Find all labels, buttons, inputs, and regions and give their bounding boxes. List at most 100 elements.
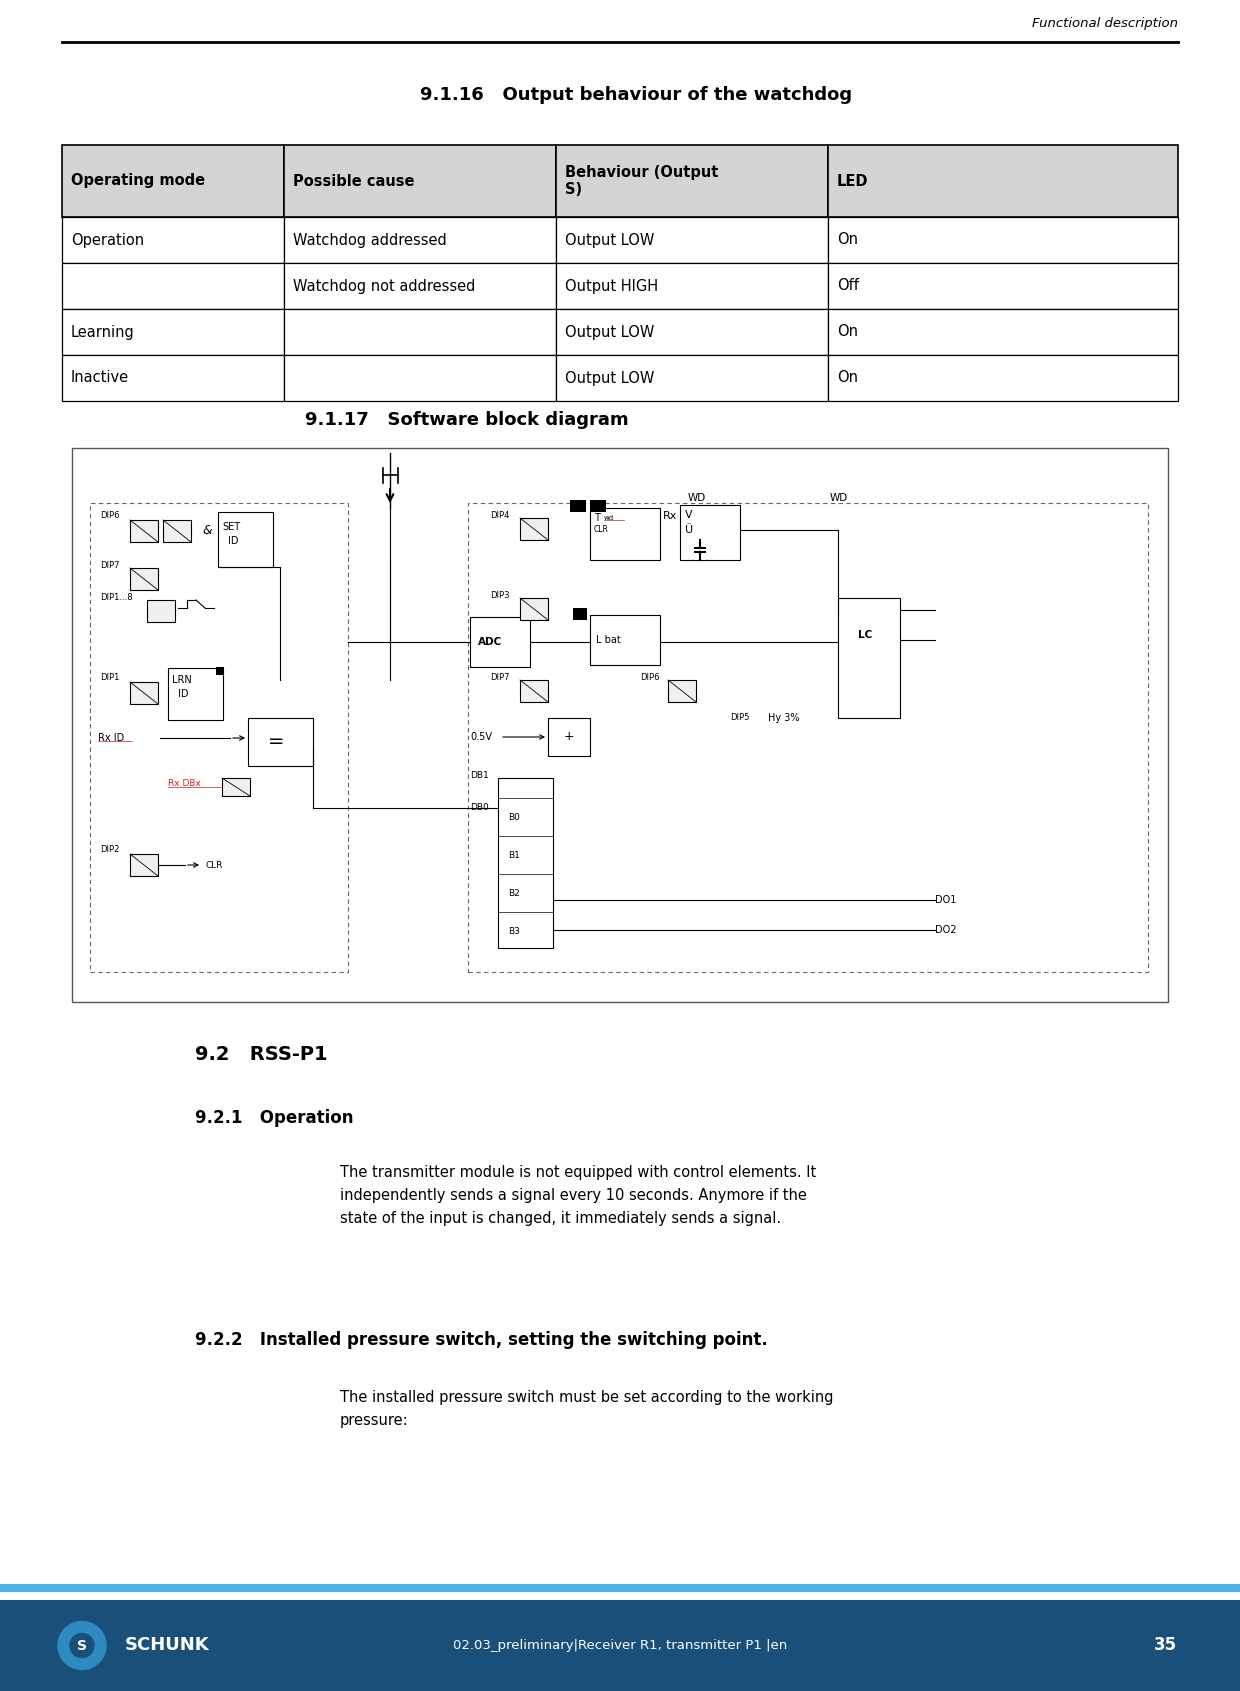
Bar [556, 216, 828, 264]
Bar [548, 719, 590, 756]
Text: wd: wd [604, 516, 614, 521]
Circle shape [69, 1634, 94, 1657]
Circle shape [58, 1622, 105, 1669]
Text: B3: B3 [508, 927, 520, 935]
Text: DIP7: DIP7 [100, 560, 119, 570]
Text: Behaviour (Output
S): Behaviour (Output S) [565, 164, 718, 198]
Text: Operation: Operation [71, 232, 144, 247]
Text: T: T [594, 512, 603, 523]
Text: LRN: LRN [172, 675, 192, 685]
Bar [470, 617, 529, 666]
Text: 9.1.17   Software block diagram: 9.1.17 Software block diagram [305, 411, 629, 430]
Text: DIP2: DIP2 [100, 846, 119, 854]
Text: ID: ID [228, 536, 238, 546]
Bar [828, 309, 1178, 355]
Bar [556, 355, 828, 401]
Bar [62, 264, 284, 309]
Bar [284, 355, 556, 401]
Bar [284, 145, 556, 216]
Bar [130, 568, 157, 590]
Text: 35: 35 [1153, 1637, 1177, 1654]
Text: DIP3: DIP3 [490, 590, 510, 600]
Text: SET: SET [222, 523, 241, 533]
Text: Learning: Learning [71, 325, 135, 340]
Bar [556, 309, 828, 355]
Text: Inactive: Inactive [71, 370, 129, 386]
Bar [218, 512, 273, 566]
Text: The installed pressure switch must be set according to the working
pressure:: The installed pressure switch must be se… [340, 1390, 833, 1427]
Text: Hy 3%: Hy 3% [768, 714, 800, 724]
Text: 9.1.16   Output behaviour of the watchdog: 9.1.16 Output behaviour of the watchdog [420, 86, 852, 105]
Text: DO1: DO1 [935, 895, 956, 905]
Bar [91, 502, 348, 972]
Text: CLR: CLR [594, 526, 609, 534]
Text: B2: B2 [508, 888, 520, 898]
Bar [520, 517, 548, 539]
Text: DIP1: DIP1 [100, 673, 119, 683]
Bar [0, 1584, 1240, 1591]
Bar [130, 854, 157, 876]
Bar [828, 216, 1178, 264]
Text: On: On [837, 232, 858, 247]
Text: Rx: Rx [663, 511, 677, 521]
Bar [148, 600, 175, 622]
Bar [162, 521, 191, 543]
Text: Rx DBx: Rx DBx [167, 780, 201, 788]
Bar [62, 145, 284, 216]
Text: Ü: Ü [684, 524, 693, 534]
Bar [62, 355, 284, 401]
Text: DIP4: DIP4 [490, 511, 510, 519]
Text: 0.5V: 0.5V [470, 732, 492, 742]
Text: 9.2.1   Operation: 9.2.1 Operation [195, 1109, 353, 1126]
Bar [72, 448, 1168, 1003]
Text: WD: WD [830, 494, 848, 502]
Text: On: On [837, 370, 858, 386]
Text: =: = [268, 732, 284, 751]
Text: ADC: ADC [477, 638, 502, 648]
Bar [520, 599, 548, 621]
Bar [0, 1600, 1240, 1691]
Bar [520, 680, 548, 702]
Text: Rx ID: Rx ID [98, 732, 124, 742]
Bar [248, 719, 312, 766]
Bar [467, 502, 1148, 972]
Text: ID: ID [179, 688, 188, 698]
Text: Possible cause: Possible cause [293, 174, 414, 188]
Text: 9.2   RSS-P1: 9.2 RSS-P1 [195, 1045, 327, 1065]
Bar [284, 309, 556, 355]
Text: WD: WD [688, 494, 707, 502]
Text: B0: B0 [508, 812, 520, 822]
Text: DIP1...8: DIP1...8 [100, 594, 133, 602]
Text: +: + [564, 731, 574, 744]
Bar [828, 145, 1178, 216]
Text: V: V [684, 511, 693, 521]
Bar [590, 616, 660, 665]
Bar [284, 216, 556, 264]
Bar [828, 264, 1178, 309]
Bar [556, 264, 828, 309]
Text: The transmitter module is not equipped with control elements. It
independently s: The transmitter module is not equipped w… [340, 1165, 816, 1226]
Text: DO2: DO2 [935, 925, 956, 935]
Text: DB1: DB1 [470, 771, 489, 780]
Bar [570, 501, 587, 512]
Text: SCHUNK: SCHUNK [125, 1637, 210, 1654]
Text: Watchdog addressed: Watchdog addressed [293, 232, 446, 247]
Text: On: On [837, 325, 858, 340]
Text: B1: B1 [508, 851, 520, 859]
Bar [284, 264, 556, 309]
Bar [498, 778, 553, 949]
Text: L bat: L bat [596, 636, 621, 644]
Text: &: & [202, 524, 212, 536]
Text: Off: Off [837, 279, 859, 294]
Text: Output HIGH: Output HIGH [565, 279, 658, 294]
Text: 02.03_preliminary|Receiver R1, transmitter P1 |en: 02.03_preliminary|Receiver R1, transmitt… [453, 1639, 787, 1652]
Text: Output LOW: Output LOW [565, 232, 655, 247]
Bar [62, 309, 284, 355]
Text: LC: LC [858, 631, 872, 639]
Bar [62, 216, 284, 264]
Text: Output LOW: Output LOW [565, 325, 655, 340]
Bar [556, 145, 828, 216]
Text: Functional description: Functional description [1032, 17, 1178, 30]
Text: DIP6: DIP6 [100, 511, 119, 519]
Bar [216, 666, 224, 675]
